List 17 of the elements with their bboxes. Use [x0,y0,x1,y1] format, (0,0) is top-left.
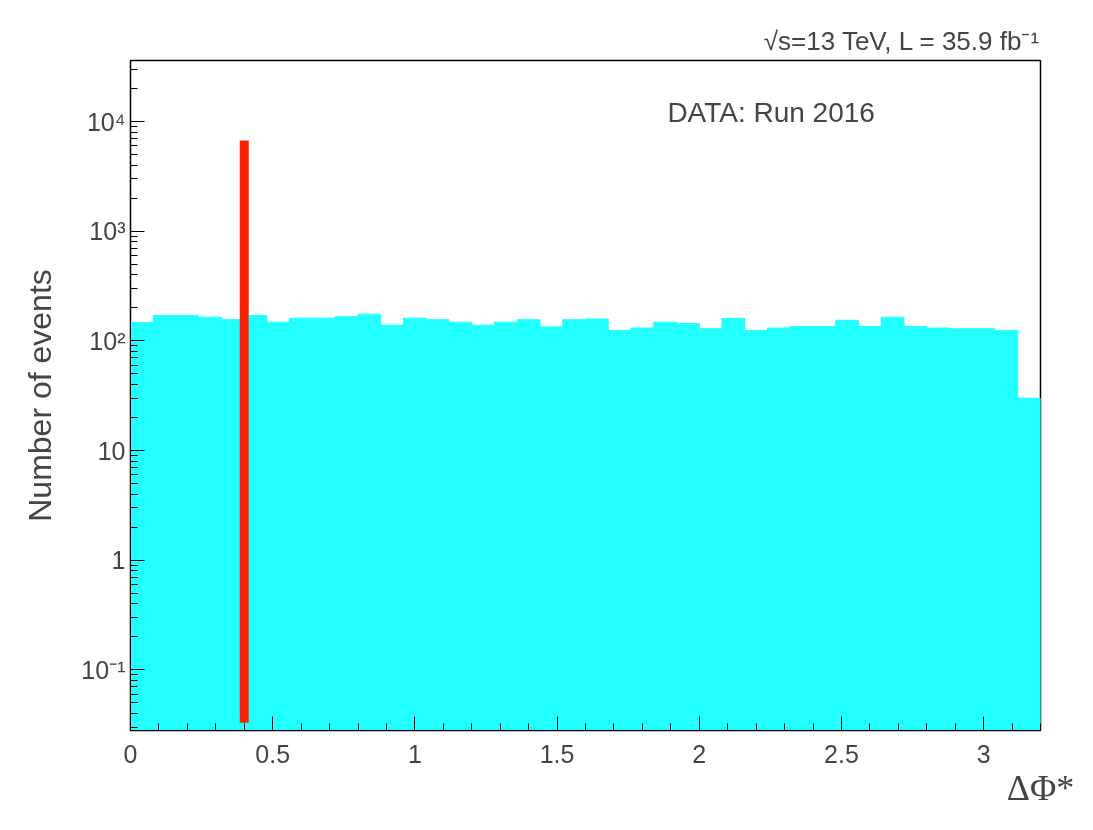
x-tick-label: 0.5 [255,739,291,768]
y-tick-label: 10³ [89,217,126,246]
x-tick-label: 0 [123,739,138,768]
x-tick-label: 3 [976,739,991,768]
y-axis-title: Number of events [22,269,59,522]
x-axis-title: ΔΦ* [1006,767,1075,808]
y-tick-label: 10 [97,436,126,465]
x-tick-label: 2 [692,739,707,768]
annotation: DATA: Run 2016 [667,96,875,128]
x-tick-label: 2.5 [824,739,859,768]
chart-title: √s=13 TeV, L = 35.9 fb⁻¹ [763,25,1040,56]
x-tick-label: 1 [407,739,422,768]
y-tick-label: 10⁻¹ [81,655,126,684]
y-tick-label: 10² [89,326,126,355]
y-tick-label: 10⁴ [86,107,126,136]
y-tick-label: 1 [111,546,126,575]
x-tick-label: 1.5 [539,739,575,768]
